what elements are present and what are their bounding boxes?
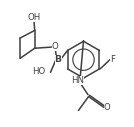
Text: O: O [52, 43, 58, 51]
Text: O: O [104, 103, 110, 112]
Text: HN: HN [71, 76, 84, 84]
Text: OH: OH [27, 13, 41, 22]
Text: HO: HO [32, 67, 45, 76]
Text: B: B [55, 55, 62, 64]
Text: F: F [110, 55, 115, 64]
